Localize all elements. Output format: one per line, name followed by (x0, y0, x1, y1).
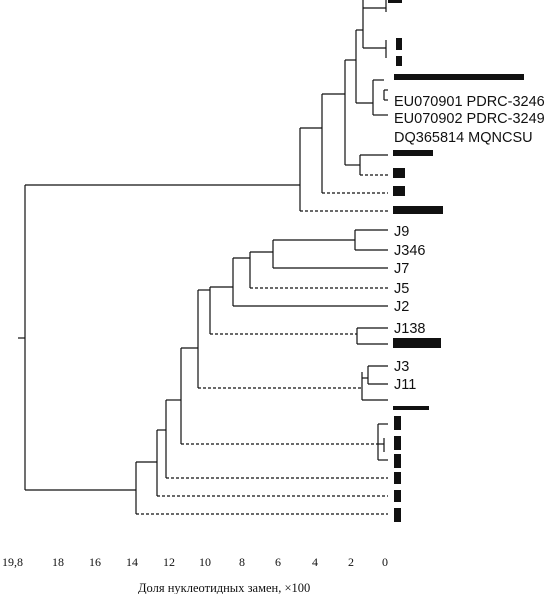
leaf-label-j138: J138 (394, 321, 425, 337)
axis-tick-label: 16 (89, 555, 101, 569)
axis-tick-label: 0 (382, 555, 388, 569)
leaf-label-eu070902: EU070902 PDRC-3249 (394, 111, 545, 127)
axis-tick-label: 6 (275, 555, 281, 569)
axis-tick-label: 8 (239, 555, 245, 569)
axis-title: Доля нуклеотидных замен, ×100 (138, 581, 310, 594)
leaf-label-j346: J346 (394, 243, 425, 259)
scale-axis: 19,8 18 16 14 12 10 8 6 4 2 0 Доля нукле… (2, 555, 388, 594)
leaf-label-j5: J5 (394, 281, 409, 297)
leaf-labels: EU070901 PDRC-3246 EU070902 PDRC-3249 DQ… (394, 94, 545, 393)
axis-tick-label: 4 (312, 555, 318, 569)
tree-branches (18, 0, 388, 515)
leaf-label-j2: J2 (394, 299, 409, 315)
axis-tick-label: 10 (199, 555, 211, 569)
leaf-label-j9: J9 (394, 224, 409, 240)
axis-tick-label: 19,8 (2, 555, 23, 569)
axis-tick-label: 2 (348, 555, 354, 569)
axis-tick-label: 12 (163, 555, 175, 569)
leaf-label-dq365814: DQ365814 MQNCSU (394, 130, 533, 146)
leaf-label-j7: J7 (394, 261, 409, 277)
axis-tick-label: 14 (126, 555, 138, 569)
leaf-label-eu070901: EU070901 PDRC-3246 (394, 94, 545, 110)
cropped-label-fragments (388, 0, 524, 522)
leaf-label-j3: J3 (394, 359, 409, 375)
leaf-label-j11: J11 (394, 377, 416, 393)
axis-tick-label: 18 (52, 555, 64, 569)
